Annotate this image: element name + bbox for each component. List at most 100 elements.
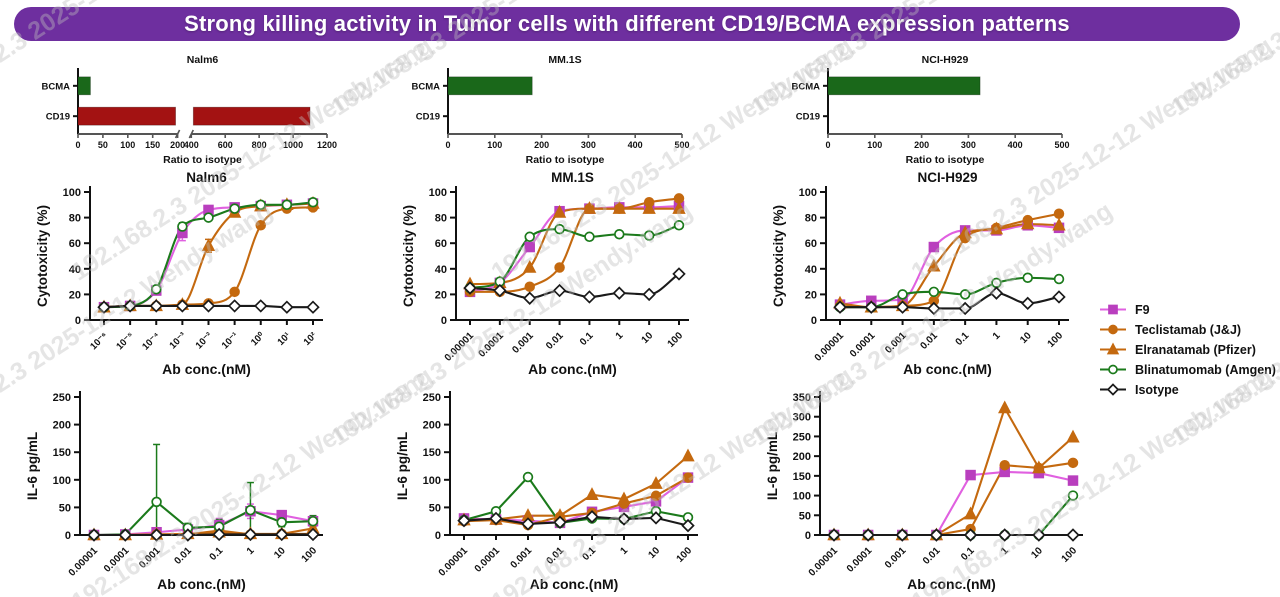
svg-text:0: 0 — [445, 140, 450, 150]
svg-text:100: 100 — [867, 140, 882, 150]
svg-text:0.00001: 0.00001 — [443, 330, 477, 364]
svg-text:200: 200 — [793, 451, 811, 463]
svg-text:Ratio to isotype: Ratio to isotype — [163, 154, 242, 166]
svg-text:20: 20 — [805, 289, 817, 301]
svg-text:100: 100 — [675, 545, 695, 565]
svg-text:10: 10 — [1018, 330, 1034, 346]
svg-text:400: 400 — [184, 140, 199, 150]
svg-text:0: 0 — [75, 315, 81, 327]
svg-text:Nalm6: Nalm6 — [187, 54, 219, 66]
legend-label-elranatamab: Elranatamab (Pfizer) — [1135, 342, 1256, 357]
svg-text:100: 100 — [1060, 545, 1080, 565]
svg-text:MM.1S: MM.1S — [548, 54, 581, 66]
svg-text:40: 40 — [435, 264, 447, 276]
legend-item-elranatamab: Elranatamab (Pfizer) — [1098, 342, 1276, 357]
svg-text:0.0001: 0.0001 — [477, 330, 507, 360]
chart-nalm6-expression: Nalm6 BCMA CD19 0 50 100 150 200 400 600 800 1000 12… — [28, 52, 343, 170]
svg-text:1000: 1000 — [283, 140, 303, 150]
elranatamab-triangle-marker-icon — [1100, 342, 1126, 355]
svg-text:80: 80 — [69, 213, 81, 225]
svg-text:0: 0 — [811, 315, 817, 327]
svg-text:200: 200 — [534, 140, 549, 150]
svg-text:50: 50 — [429, 502, 441, 514]
svg-text:10²: 10² — [302, 330, 319, 347]
svg-text:0.001: 0.001 — [509, 545, 535, 571]
svg-text:80: 80 — [805, 213, 817, 225]
svg-text:10⁰: 10⁰ — [249, 330, 267, 348]
svg-text:BCMA: BCMA — [412, 81, 441, 92]
svg-text:Ab conc.(nM): Ab conc.(nM) — [528, 361, 617, 377]
svg-text:100: 100 — [300, 545, 320, 565]
svg-text:0.01: 0.01 — [172, 545, 194, 567]
svg-text:400: 400 — [628, 140, 643, 150]
svg-text:0.001: 0.001 — [137, 545, 163, 571]
chart-mm1s-il6: 0 50 100 150 200 250 0.00001 0.0001 0.001 0.01 0.1… — [392, 383, 712, 597]
legend-label-teclistamab: Teclistamab (J&J) — [1135, 322, 1242, 337]
svg-text:0.0001: 0.0001 — [845, 545, 875, 575]
svg-text:Cytotoxicity (%): Cytotoxicity (%) — [771, 205, 786, 307]
chart-nalm6-il6: 0 50 100 150 200 250 0.00001 0.0001 0.001 0.01 0.1… — [22, 383, 337, 597]
svg-text:40: 40 — [69, 264, 81, 276]
svg-text:150: 150 — [793, 471, 811, 483]
legend-label-f9: F9 — [1135, 302, 1150, 317]
svg-text:800: 800 — [252, 140, 267, 150]
svg-text:500: 500 — [674, 140, 689, 150]
svg-text:Ratio to isotype: Ratio to isotype — [526, 154, 605, 166]
svg-text:300: 300 — [581, 140, 596, 150]
chart-nci-h929-il6: 0 50 100 150 200 250 300 350 0.00001 0.0001 0.001 0… — [762, 383, 1097, 597]
svg-text:10: 10 — [1029, 545, 1045, 561]
svg-text:NCI-H929: NCI-H929 — [922, 54, 969, 66]
svg-text:IL-6 pg/mL: IL-6 pg/mL — [25, 432, 40, 500]
svg-text:0.1: 0.1 — [208, 545, 226, 563]
svg-text:200: 200 — [914, 140, 929, 150]
svg-text:0: 0 — [435, 530, 441, 542]
svg-text:BCMA: BCMA — [42, 81, 71, 92]
svg-text:10⁻⁶: 10⁻⁶ — [88, 330, 110, 352]
svg-text:350: 350 — [793, 392, 811, 404]
svg-text:IL-6 pg/mL: IL-6 pg/mL — [395, 432, 410, 500]
svg-text:300: 300 — [961, 140, 976, 150]
legend-item-isotype: Isotype — [1098, 382, 1276, 397]
svg-text:CD19: CD19 — [796, 112, 820, 123]
svg-text:150: 150 — [145, 140, 160, 150]
svg-text:0.00001: 0.00001 — [807, 545, 841, 579]
chart-mm1s-cytotoxicity: 0 20 40 60 80 100 0.00001 0.0001 0.001 0.01 0.1 1 10… — [398, 170, 703, 382]
svg-text:0.0001: 0.0001 — [102, 545, 132, 575]
svg-text:1: 1 — [991, 330, 1003, 342]
svg-text:0.001: 0.001 — [510, 330, 536, 356]
chart-nalm6-cytotoxicity: 0 20 40 60 80 100 10⁻⁶ 10⁻⁵ 10⁻⁴ 10⁻³ 10⁻² 10⁻¹ 10⁰ 1… — [32, 170, 337, 382]
svg-text:Ab conc.(nM): Ab conc.(nM) — [907, 576, 996, 592]
svg-text:250: 250 — [423, 392, 441, 404]
svg-text:10⁻²: 10⁻² — [194, 330, 215, 351]
svg-text:150: 150 — [423, 447, 441, 459]
svg-text:0: 0 — [75, 140, 80, 150]
svg-text:0.00001: 0.00001 — [813, 330, 847, 364]
svg-text:10¹: 10¹ — [276, 330, 293, 347]
svg-text:0.00001: 0.00001 — [437, 545, 471, 579]
svg-text:50: 50 — [799, 510, 811, 522]
svg-text:CD19: CD19 — [46, 112, 70, 123]
svg-text:500: 500 — [1054, 140, 1069, 150]
svg-text:60: 60 — [435, 238, 447, 250]
legend-label-blinatumomab: Blinatumomab (Amgen) — [1135, 362, 1276, 377]
svg-text:Ab conc.(nM): Ab conc.(nM) — [903, 361, 992, 377]
svg-text:300: 300 — [793, 412, 811, 424]
svg-text:100: 100 — [429, 187, 447, 199]
svg-text:0: 0 — [805, 530, 811, 542]
page-title: Strong killing activity in Tumor cells w… — [184, 11, 1070, 36]
svg-text:0.001: 0.001 — [883, 545, 909, 571]
svg-text:10: 10 — [272, 545, 288, 561]
svg-text:20: 20 — [435, 289, 447, 301]
svg-text:Ab conc.(nM): Ab conc.(nM) — [162, 361, 251, 377]
svg-text:100: 100 — [1046, 330, 1066, 350]
svg-text:100: 100 — [799, 187, 817, 199]
svg-text:0.1: 0.1 — [581, 545, 599, 563]
svg-text:100: 100 — [120, 140, 135, 150]
f9-square-marker-icon — [1100, 304, 1126, 315]
svg-text:0.01: 0.01 — [545, 545, 567, 567]
svg-text:0.01: 0.01 — [921, 545, 943, 567]
svg-text:60: 60 — [69, 238, 81, 250]
svg-text:IL-6 pg/mL: IL-6 pg/mL — [765, 432, 780, 500]
svg-text:600: 600 — [218, 140, 233, 150]
svg-text:80: 80 — [435, 213, 447, 225]
